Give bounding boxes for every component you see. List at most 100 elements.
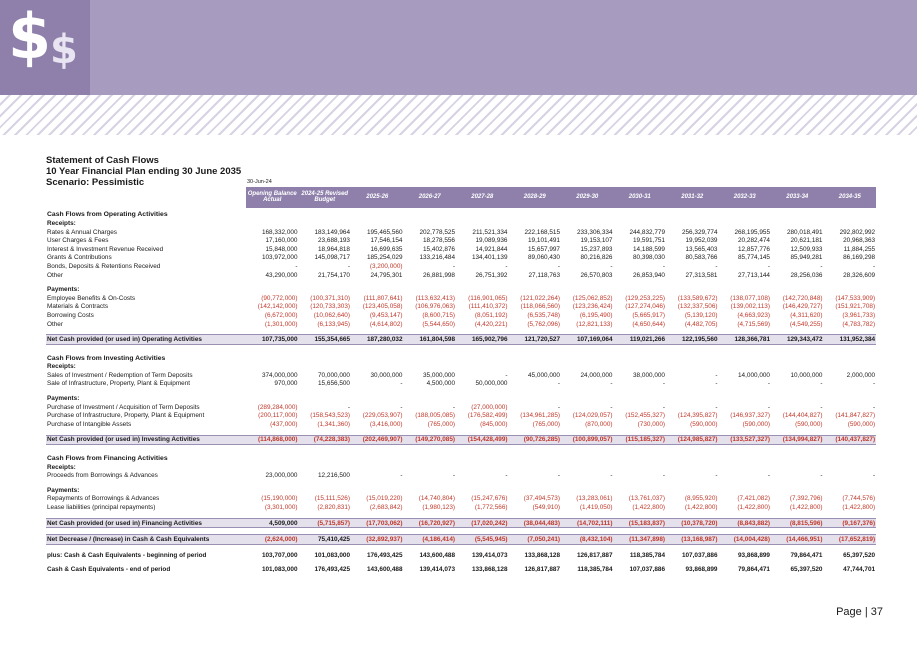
- cell-value: (1,422,800): [789, 504, 823, 512]
- cell-value: 85,949,281: [790, 254, 823, 262]
- row-label: Purchase of Infrastructure, Property, Pl…: [47, 412, 205, 420]
- spacer-row: [46, 528, 876, 535]
- cell-value: (590,000): [742, 420, 770, 428]
- cell-value: (9,167,376): [823, 517, 877, 529]
- cell-value: (3,416,000): [369, 420, 403, 428]
- cell-value: 134,401,139: [471, 254, 508, 262]
- cell-value: (15,183,837): [613, 517, 666, 529]
- cell-value: 118,385,784: [577, 566, 613, 574]
- cell-value: -: [347, 403, 350, 411]
- cell-value: -: [872, 380, 876, 388]
- cell-value: (132,337,506): [677, 303, 718, 311]
- cell-value: (124,395,827): [677, 412, 718, 420]
- cell-value: (1,419,050): [579, 504, 613, 512]
- cell-value: -: [452, 262, 455, 270]
- row-label: Repayments of Borrowings & Advances: [47, 495, 160, 503]
- cell-value: 27,713,144: [738, 271, 770, 279]
- cell-value: 126,817,887: [524, 566, 560, 574]
- cell-value: (134,961,285): [520, 412, 560, 420]
- line-item-row: Lease liabilities (principal repayments)…: [46, 503, 876, 512]
- cell-value: (141,847,827): [835, 412, 876, 420]
- column-header: 2032-33: [718, 186, 771, 208]
- dollar-logo-icon: $ $: [0, 0, 90, 95]
- cell-value: (5,139,120): [684, 311, 718, 319]
- cell-value: (10,378,720): [666, 517, 719, 529]
- cell-value: (7,421,082): [737, 495, 770, 503]
- cell-value: (765,000): [532, 420, 560, 428]
- cell-value: 4,509,000: [246, 517, 299, 529]
- column-header: Opening Balance Actual: [246, 186, 299, 208]
- statement-title-block: Statement of Cash Flows 10 Year Financia…: [46, 155, 241, 188]
- cell-value: -: [820, 403, 823, 411]
- cell-value: 15,657,997: [528, 245, 560, 253]
- cell-value: 50,000,000: [475, 380, 508, 388]
- cell-value: (5,715,857): [298, 517, 351, 529]
- cell-value: (3,301,000): [264, 504, 298, 512]
- cell-value: (289,284,000): [257, 403, 298, 411]
- cell-value: (124,985,827): [666, 434, 719, 446]
- cell-value: -: [505, 262, 508, 270]
- cell-value: (4,614,802): [369, 320, 403, 328]
- cell-value: 12,509,933: [790, 245, 823, 253]
- line-item-row: Borrowing Costs (6,672,000) (10,062,640) (9…: [46, 311, 876, 320]
- line-item-row: Purchase of Intangible Assets (437,000) (1…: [46, 420, 876, 429]
- cell-value: 38,000,000: [633, 371, 665, 379]
- line-item-row: Employee Benefits & On-Costs (90,772,000)…: [46, 294, 876, 303]
- cell-value: 161,804,598: [403, 334, 456, 345]
- cell-value: 26,881,998: [423, 271, 455, 279]
- row-label: Rates & Annual Charges: [47, 228, 117, 236]
- row-label: Net Cash provided (or used in) Financing…: [46, 517, 246, 529]
- cell-value: 35,000,000: [423, 371, 455, 379]
- ending-balance-row: Cash & Cash Equivalents - end of period 1…: [46, 566, 876, 575]
- as-of-date: 30-Jun-24: [247, 179, 272, 186]
- cell-value: (6,672,000): [264, 311, 298, 319]
- cell-value: (8,843,882): [718, 517, 771, 529]
- cell-value: -: [872, 472, 876, 480]
- row-label: Borrowing Costs: [47, 311, 94, 319]
- cell-value: 93,868,899: [738, 551, 770, 559]
- cell-value: (90,772,000): [261, 294, 298, 302]
- cell-value: 176,493,425: [366, 551, 403, 559]
- cell-value: (8,432,104): [561, 534, 614, 545]
- cell-value: (17,020,242): [456, 517, 509, 529]
- cell-value: (9,453,147): [369, 311, 403, 319]
- cell-value: (74,228,383): [298, 434, 351, 446]
- payments-label: Payments:: [46, 388, 876, 403]
- cell-value: (4,311,620): [790, 311, 823, 319]
- line-item-row: Sales of Investment / Redemption of Term…: [46, 371, 876, 380]
- cell-value: (1,341,360): [317, 420, 350, 428]
- cell-value: (118,066,560): [520, 303, 560, 311]
- cell-value: 165,902,796: [456, 334, 509, 345]
- cell-value: (176,582,499): [467, 412, 508, 420]
- cell-value: 18,278,556: [423, 237, 455, 245]
- cell-value: 195,465,560: [366, 228, 403, 236]
- net-total-row: Net Cash provided (or used in) Financing…: [46, 517, 877, 529]
- column-header: 2028-29: [508, 186, 561, 208]
- cell-value: (3,961,733): [842, 311, 876, 319]
- cell-value: (127,274,046): [625, 303, 665, 311]
- cell-value: -: [715, 403, 718, 411]
- cell-value: (115,185,327): [613, 434, 666, 446]
- cell-value: (7,744,576): [842, 495, 876, 503]
- cell-value: 133,868,128: [524, 551, 560, 559]
- cell-value: 17,546,154: [370, 237, 403, 245]
- cell-value: (8,815,596): [771, 517, 824, 529]
- cell-value: (142,720,848): [782, 294, 823, 302]
- cell-value: 75,410,425: [298, 534, 351, 545]
- cell-value: (5,544,650): [422, 320, 455, 328]
- cell-value: -: [452, 403, 455, 411]
- cell-value: (111,807,641): [363, 294, 403, 302]
- cell-value: (590,000): [795, 420, 823, 428]
- cell-value: -: [820, 380, 823, 388]
- statement-title: Statement of Cash Flows: [46, 155, 159, 166]
- cell-value: 13,565,403: [685, 245, 718, 253]
- row-label: Payments:: [47, 286, 80, 294]
- cell-value: (200,117,000): [258, 412, 298, 420]
- receipts-label: Receipts:: [46, 463, 876, 472]
- cell-value: -: [452, 472, 455, 480]
- cell-value: (4,420,221): [474, 320, 508, 328]
- cell-value: 79,864,471: [738, 566, 770, 574]
- cell-value: -: [557, 380, 560, 388]
- cell-value: (144,404,827): [782, 412, 823, 420]
- cell-value: (590,000): [690, 420, 718, 428]
